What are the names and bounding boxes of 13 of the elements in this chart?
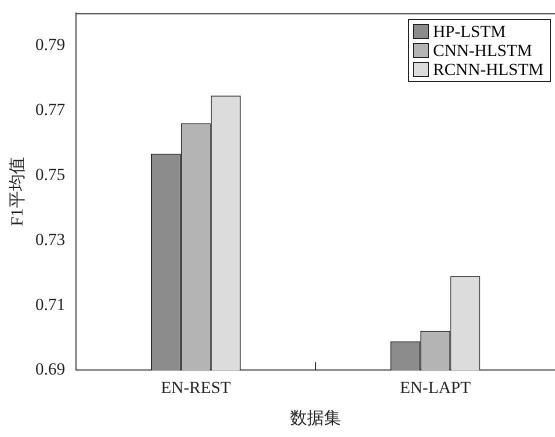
- y-tick-label: 0.77: [35, 100, 66, 120]
- x-axis-title: 数据集: [290, 408, 342, 428]
- legend-label: CNN-HLSTM: [433, 41, 532, 60]
- y-tick-label: 0.73: [35, 230, 66, 249]
- y-tick-label: 0.75: [35, 164, 66, 184]
- y-tick-label: 0.71: [35, 294, 66, 314]
- x-tick-label: EN-LAPT: [400, 378, 472, 397]
- legend-label: HP-LSTM: [433, 22, 506, 42]
- y-axis-title: F1平均值: [8, 157, 27, 226]
- y-tick-label: 0.79: [35, 35, 66, 54]
- legend-label: RCNN-HLSTM: [433, 60, 544, 80]
- x-tick-label: EN-REST: [160, 378, 232, 397]
- y-tick-label: 0.69: [35, 360, 66, 379]
